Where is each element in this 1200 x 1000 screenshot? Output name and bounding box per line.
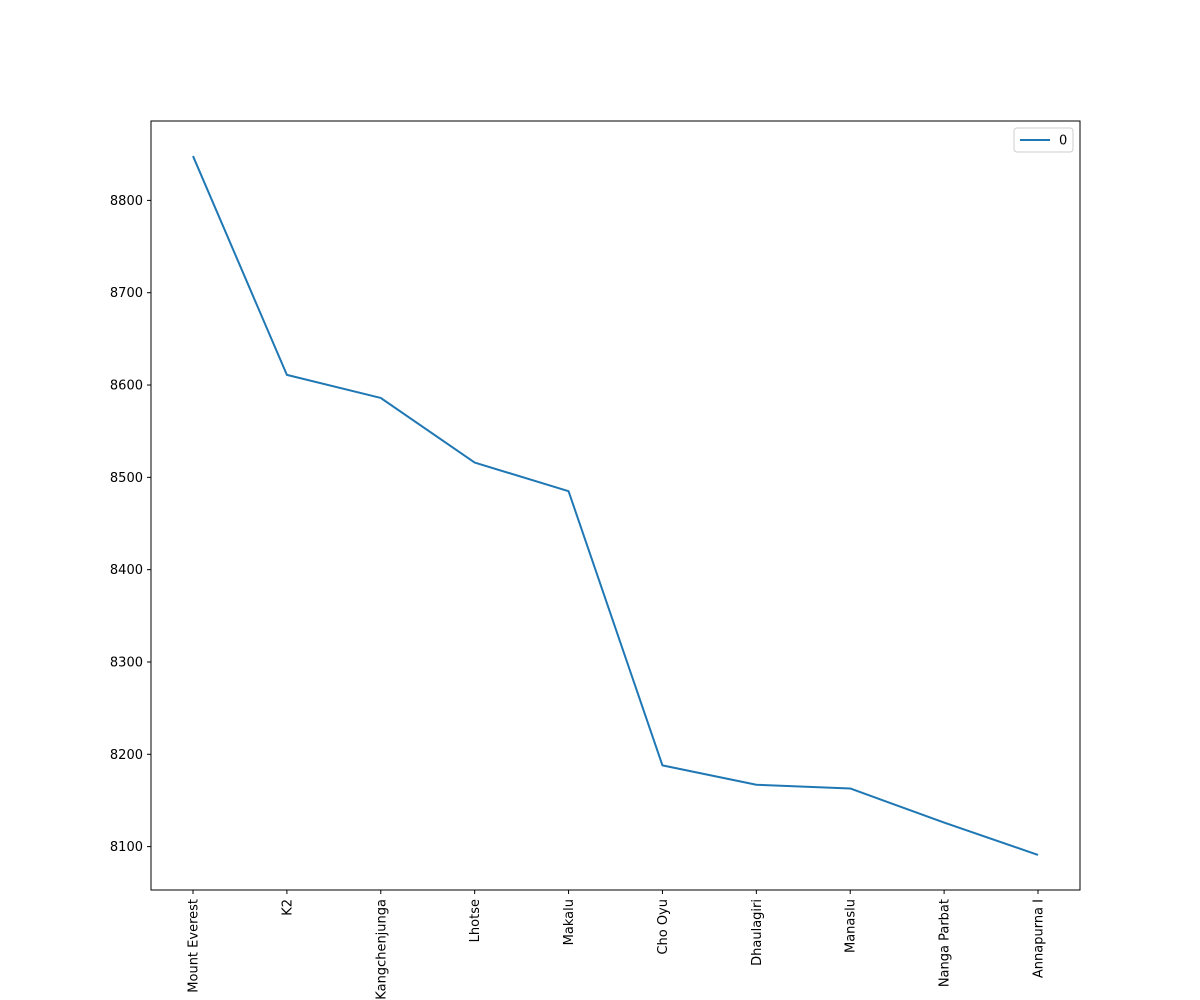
x-tick-label: Manaslu bbox=[844, 899, 859, 953]
series-layer bbox=[192, 155, 1039, 856]
y-tick-label: 8700 bbox=[110, 286, 143, 301]
y-tick-label: 8600 bbox=[110, 379, 143, 394]
x-tick-label: Cho Oyu bbox=[656, 899, 671, 955]
x-tick-label: Makalu bbox=[562, 899, 577, 945]
legend: 0 bbox=[1013, 127, 1074, 153]
y-tick-label: 8300 bbox=[110, 655, 143, 670]
y-tick-label: 8500 bbox=[110, 471, 143, 486]
legend-label: 0 bbox=[1059, 134, 1067, 149]
y-axis: 8100 8200 8300 8400 8500 8600 8700 8800 bbox=[110, 194, 151, 855]
x-tick-label: Nanga Parbat bbox=[938, 899, 953, 987]
x-tick-label: Kangchenjunga bbox=[374, 899, 389, 1000]
plot-background bbox=[151, 121, 1080, 890]
x-tick-label: Lhotse bbox=[468, 899, 483, 942]
y-tick-label: 8400 bbox=[110, 563, 143, 578]
plot-frame bbox=[150, 120, 1081, 891]
series-line bbox=[192, 155, 1039, 856]
y-tick-label: 8100 bbox=[110, 840, 143, 855]
x-tick-label: Dhaulagiri bbox=[750, 899, 765, 966]
x-tick-label: K2 bbox=[280, 899, 295, 916]
x-tick-label: Annapurna I bbox=[1032, 899, 1047, 978]
y-tick-label: 8800 bbox=[110, 194, 143, 209]
x-axis: Mount Everest K2 Kangchenjunga Lhotse Makalu… bbox=[187, 890, 1047, 1000]
y-tick-label: 8200 bbox=[110, 748, 143, 763]
x-tick-label: Mount Everest bbox=[187, 899, 202, 993]
